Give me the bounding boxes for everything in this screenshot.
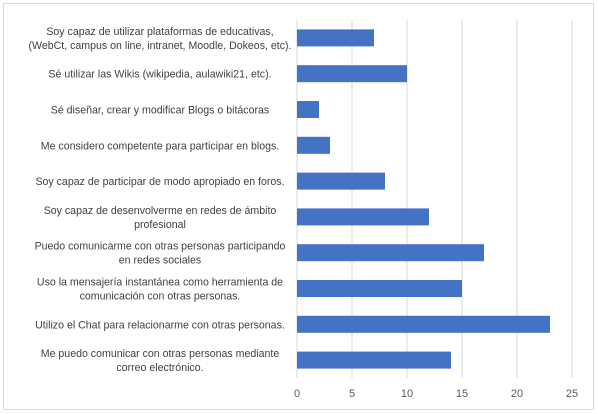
bars (297, 29, 550, 369)
category-label-line: Utilizo el Chat para relacionarme con ot… (35, 319, 285, 331)
category-label-line: profesional (134, 219, 186, 231)
category-label-line: Sé diseñar, crear y modificar Blogs o bi… (51, 105, 269, 117)
bar (297, 208, 429, 226)
category-label-line: Uso la mensajería instantánea como herra… (37, 277, 283, 289)
category-label-line: Soy capaz de utilizar plataformas de edu… (46, 26, 273, 38)
category-label-line: comunicación con otras personas. (80, 291, 241, 303)
bar (297, 315, 550, 333)
bar (297, 136, 330, 154)
category-label-line: Soy capaz de desenvolverme en redes de á… (44, 205, 277, 217)
bar (297, 29, 374, 47)
bar (297, 65, 407, 83)
category-label-line: Puedo comunicarme con otras personas par… (35, 241, 286, 253)
x-tick-label: 0 (294, 388, 300, 400)
category-label: Soy capaz de utilizar plataformas de edu… (28, 26, 291, 52)
x-tick-labels: 0 5 10 15 20 25 (294, 388, 578, 400)
bar (297, 101, 319, 118)
x-tick-label: 5 (349, 388, 355, 400)
category-label-line: Sé utilizar las Wikis (wikipedia, aulawi… (48, 69, 271, 81)
bar (297, 172, 385, 190)
bar (297, 244, 484, 262)
category-label: Sé diseñar, crear y modificar Blogs o bi… (51, 105, 269, 117)
category-label-line: correo electrónico. (116, 362, 203, 374)
x-tick-label: 10 (401, 388, 413, 400)
category-label-line: en redes sociales (119, 255, 201, 267)
category-label-line: (WebCt, campus on line, intranet, Moodle… (28, 40, 291, 52)
category-label: Puedo comunicarme con otras personas par… (35, 241, 286, 267)
category-label: Me considero competente para participar … (41, 140, 280, 152)
category-label: Sé utilizar las Wikis (wikipedia, aulawi… (48, 69, 271, 81)
category-label-line: Soy capaz de participar de modo apropiad… (35, 176, 284, 188)
category-label: Me puedo comunicar con otras personas me… (41, 348, 280, 374)
category-label: Soy capaz de participar de modo apropiad… (35, 176, 284, 188)
category-label-line: Me puedo comunicar con otras personas me… (41, 348, 280, 360)
x-tick-label: 15 (456, 388, 468, 400)
category-label-line: Me considero competente para participar … (41, 140, 280, 152)
bar (297, 351, 451, 369)
category-label: Soy capaz de desenvolverme en redes de á… (44, 205, 277, 231)
x-tick-label: 25 (566, 388, 578, 400)
bar (297, 280, 462, 297)
category-label: Utilizo el Chat para relacionarme con ot… (35, 319, 285, 331)
x-tick-label: 20 (511, 388, 523, 400)
category-label: Uso la mensajería instantánea como herra… (37, 277, 283, 303)
category-labels: Soy capaz de utilizar plataformas de edu… (28, 26, 291, 374)
